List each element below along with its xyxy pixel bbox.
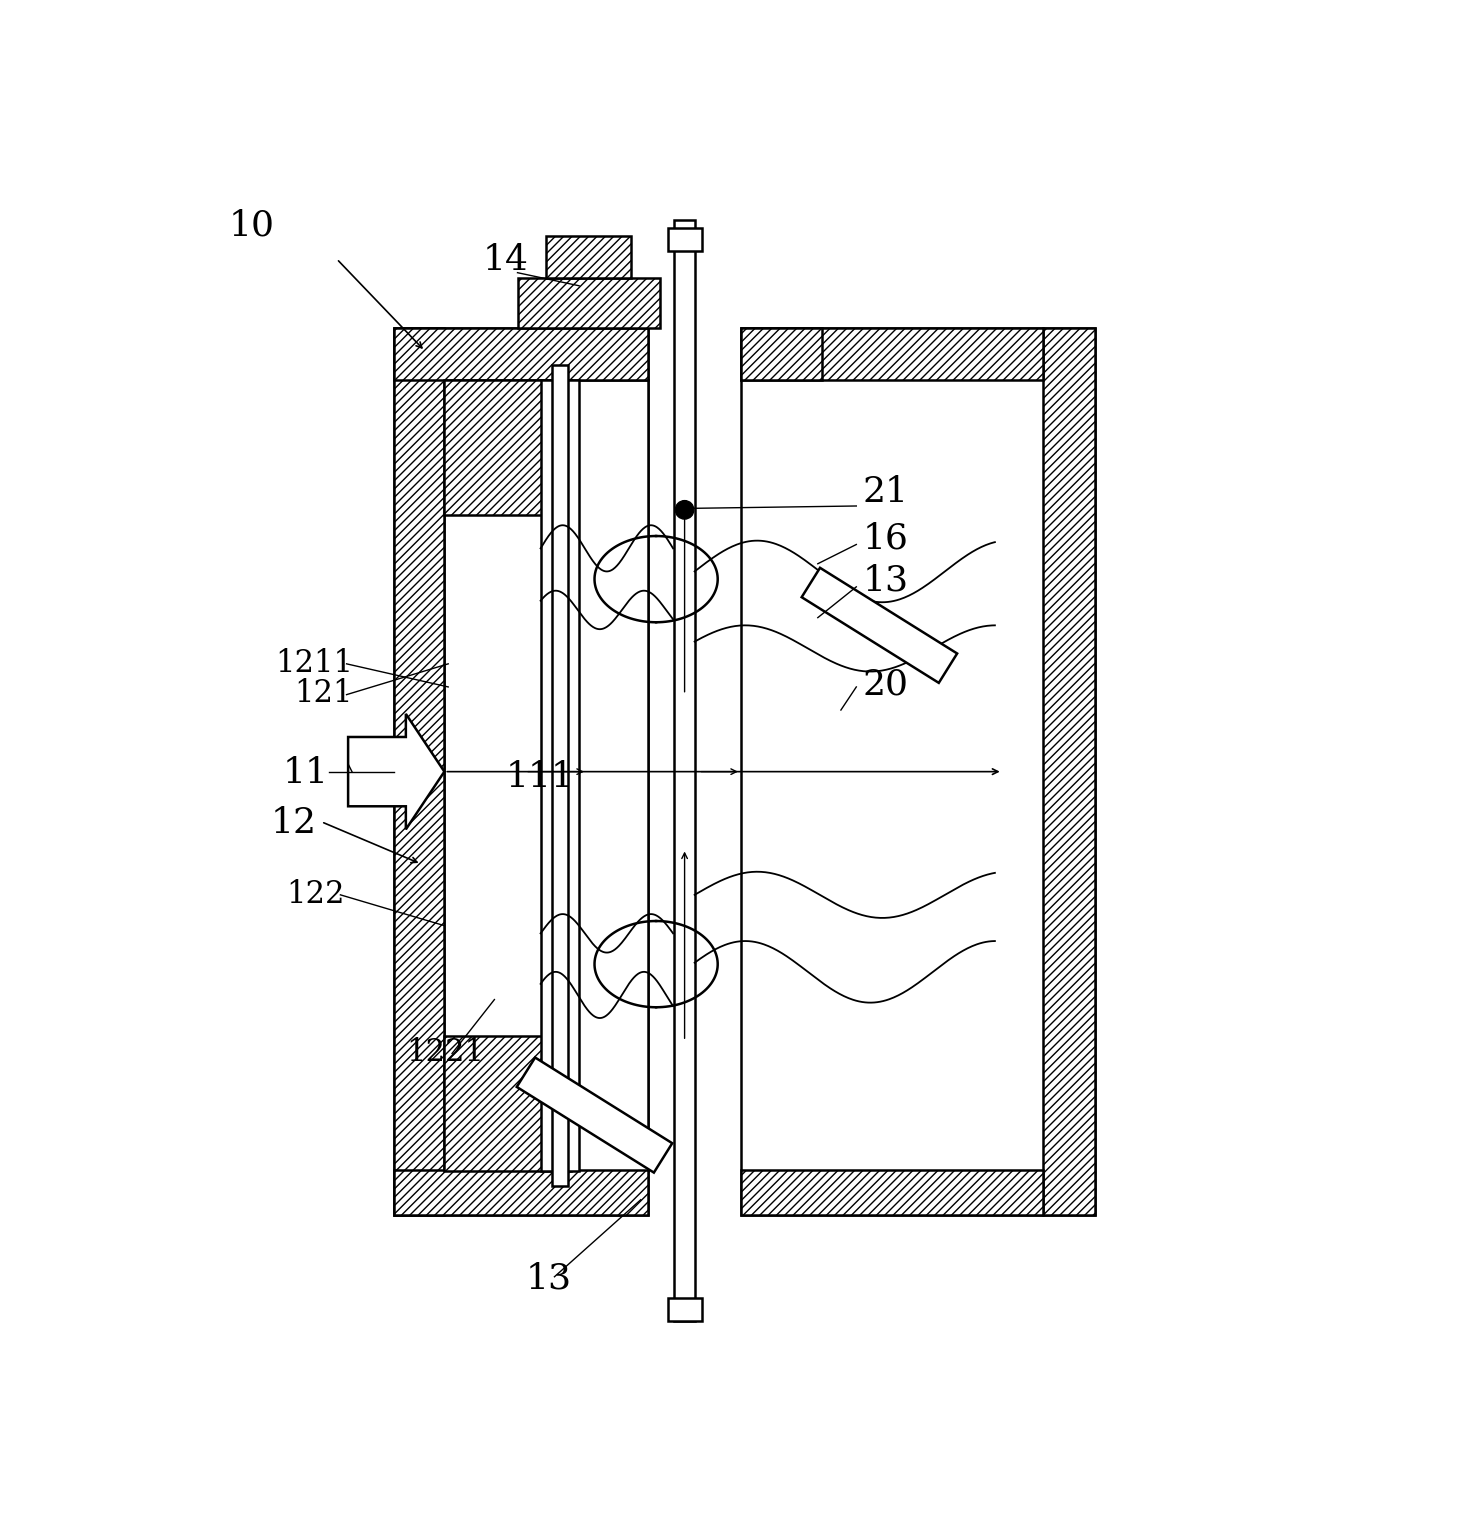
Bar	[741, 329, 1095, 1215]
Bar	[444, 380, 572, 515]
Bar	[395, 329, 444, 1215]
Text: 13: 13	[863, 564, 908, 597]
Bar	[541, 380, 579, 1170]
Text: 14: 14	[482, 243, 529, 278]
Text: 10: 10	[228, 209, 275, 243]
Bar	[553, 365, 567, 1186]
Text: 1221: 1221	[406, 1038, 484, 1068]
Bar	[545, 235, 630, 278]
Text: 1211: 1211	[275, 648, 352, 678]
Bar	[668, 228, 702, 251]
Bar	[444, 1036, 572, 1170]
Bar	[395, 1170, 649, 1215]
Bar	[444, 380, 649, 1170]
Bar	[668, 1299, 702, 1322]
Bar	[518, 278, 659, 329]
Text: 21: 21	[863, 475, 908, 509]
Text: 11: 11	[282, 756, 329, 790]
Text: 20: 20	[863, 668, 908, 701]
Text: 12: 12	[270, 807, 317, 840]
Bar	[395, 329, 649, 380]
Polygon shape	[516, 1057, 673, 1172]
Circle shape	[675, 501, 694, 520]
Polygon shape	[801, 568, 958, 683]
Text: 13: 13	[525, 1261, 572, 1296]
Bar	[395, 329, 649, 1215]
Bar	[741, 1170, 1042, 1215]
Bar	[741, 329, 1042, 380]
Text: 111: 111	[506, 759, 575, 795]
Bar	[741, 329, 822, 380]
Text: 121: 121	[294, 678, 352, 709]
Text: 122: 122	[287, 879, 345, 909]
Bar	[674, 220, 696, 1322]
Text: 16: 16	[863, 521, 908, 555]
Bar	[1042, 329, 1095, 1215]
Polygon shape	[348, 714, 444, 830]
